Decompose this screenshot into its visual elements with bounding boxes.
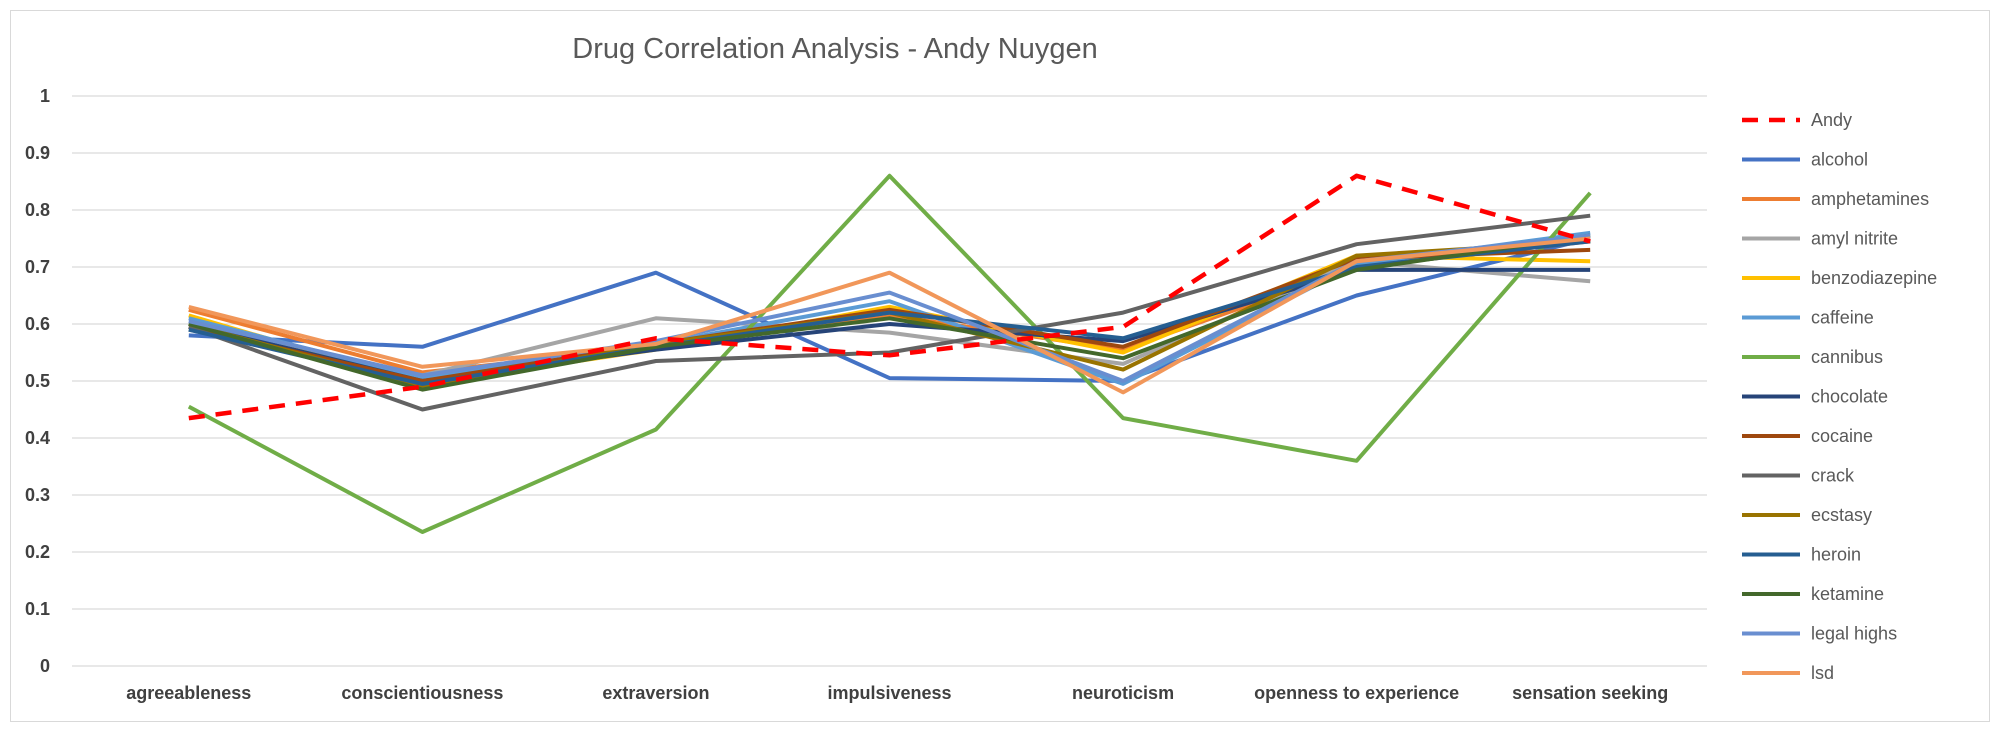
series-line-heroin <box>188 239 1591 386</box>
series-line-ketamine <box>188 233 1591 392</box>
legend: Andy alcohol amphetamines amyl nitrite benzo… <box>1742 110 1937 683</box>
legend-label: heroin <box>1811 545 1861 565</box>
x-tick-label: agreeableness <box>126 683 251 703</box>
legend-label: cannibus <box>1811 347 1883 367</box>
series-line-Andy <box>188 173 1591 421</box>
legend-label: amyl nitrite <box>1811 229 1898 249</box>
series-line-alcohol <box>188 236 1591 383</box>
legend-label: chocolate <box>1811 387 1888 407</box>
series-line-caffeine <box>188 230 1591 386</box>
legend-label: alcohol <box>1811 150 1868 170</box>
x-tick-label: sensation seeking <box>1512 683 1668 703</box>
legend-label: benzodiazepine <box>1811 268 1937 288</box>
y-tick-label: 0.1 <box>25 599 50 619</box>
y-tick-label: 0.4 <box>25 428 50 448</box>
y-tick-label: 0.5 <box>25 371 50 391</box>
legend-label: Andy <box>1811 110 1852 130</box>
gridlines <box>72 95 1707 667</box>
chart-title: Drug Correlation Analysis - Andy Nuygen <box>572 33 1097 65</box>
legend-label: lsd <box>1811 663 1834 683</box>
y-tick-label: 0 <box>40 656 50 676</box>
legend-label: ecstasy <box>1811 505 1872 525</box>
series-line-lsd <box>188 236 1591 395</box>
legend-label: ketamine <box>1811 584 1884 604</box>
series-line-cannibus <box>187 173 1592 534</box>
y-axis-ticks: 0 0.1 0.2 0.3 0.4 0.5 0.6 0.7 0.8 0.9 1 <box>25 86 50 676</box>
legend-label: crack <box>1811 466 1855 486</box>
y-tick-label: 0.7 <box>25 257 50 277</box>
legend-label: caffeine <box>1811 308 1874 328</box>
legend-label: legal highs <box>1811 624 1897 644</box>
legend-label: cocaine <box>1811 426 1873 446</box>
x-tick-label: impulsiveness <box>827 683 951 703</box>
y-tick-label: 0.9 <box>25 143 50 163</box>
legend-label: amphetamines <box>1811 189 1929 209</box>
x-tick-label: extraversion <box>602 683 709 703</box>
y-tick-label: 0.8 <box>25 200 50 220</box>
x-tick-label: neuroticism <box>1072 683 1174 703</box>
series-line-cocaine <box>188 247 1591 383</box>
x-axis-ticks: agreeableness conscientiousness extraversi… <box>126 683 1668 703</box>
x-tick-label: conscientiousness <box>341 683 503 703</box>
y-tick-label: 0.2 <box>25 542 50 562</box>
x-tick-label: openness to experience <box>1254 683 1459 703</box>
y-tick-label: 1 <box>40 86 50 106</box>
series-lines <box>187 173 1592 534</box>
series-line-crack <box>188 213 1591 412</box>
y-tick-label: 0.6 <box>25 314 50 334</box>
y-tick-label: 0.3 <box>25 485 50 505</box>
